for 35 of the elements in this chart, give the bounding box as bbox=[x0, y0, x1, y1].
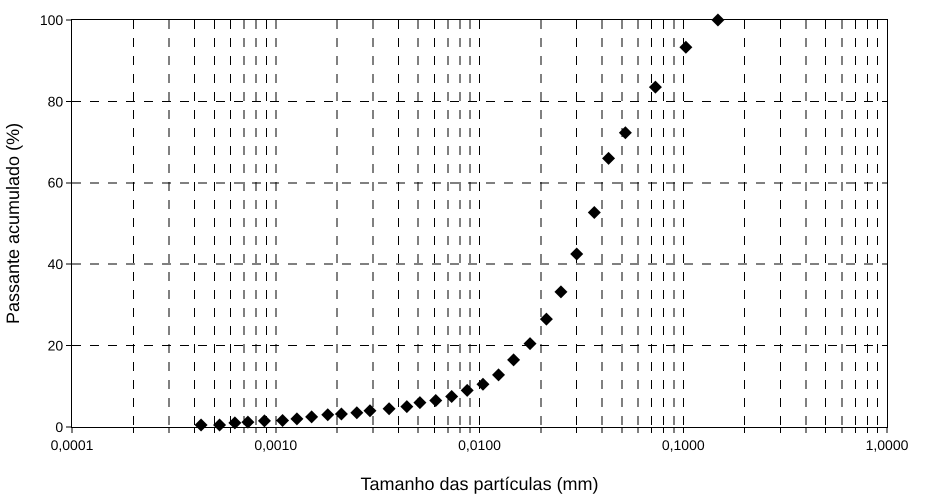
point bbox=[588, 206, 601, 220]
point bbox=[258, 414, 271, 428]
point bbox=[570, 248, 584, 261]
point bbox=[194, 418, 208, 432]
point bbox=[507, 353, 520, 366]
point bbox=[413, 396, 426, 410]
y-tick-label: 80 bbox=[48, 93, 64, 110]
point bbox=[618, 126, 632, 140]
point bbox=[524, 337, 537, 350]
point bbox=[429, 394, 442, 408]
x-tick-label: 0,0100 bbox=[458, 436, 502, 453]
y-tick-label: 60 bbox=[48, 174, 64, 191]
y-tick-label: 40 bbox=[48, 256, 64, 272]
point bbox=[445, 390, 458, 403]
point bbox=[460, 384, 474, 397]
point bbox=[305, 410, 318, 424]
x-tick-label: 0,0001 bbox=[50, 436, 94, 453]
x-tick-label: 0,1000 bbox=[662, 436, 705, 453]
y-tick-label: 20 bbox=[48, 338, 64, 354]
point bbox=[241, 416, 254, 429]
point bbox=[350, 406, 364, 420]
y-axis-title: Passante acumulado (%) bbox=[3, 122, 24, 324]
y-tick-label: 0 bbox=[55, 418, 64, 435]
point bbox=[492, 368, 506, 382]
point bbox=[602, 152, 616, 165]
point bbox=[382, 402, 396, 416]
point bbox=[321, 408, 334, 422]
point bbox=[554, 285, 568, 298]
x-axis-title: Tamanho das partículas (mm) bbox=[360, 474, 599, 494]
x-tick-label: 0,0010 bbox=[254, 436, 298, 453]
x-tick-label: 1,0000 bbox=[866, 436, 909, 453]
y-tick-label: 100 bbox=[40, 12, 64, 28]
point bbox=[476, 378, 490, 391]
point bbox=[540, 312, 553, 326]
point bbox=[334, 407, 348, 420]
